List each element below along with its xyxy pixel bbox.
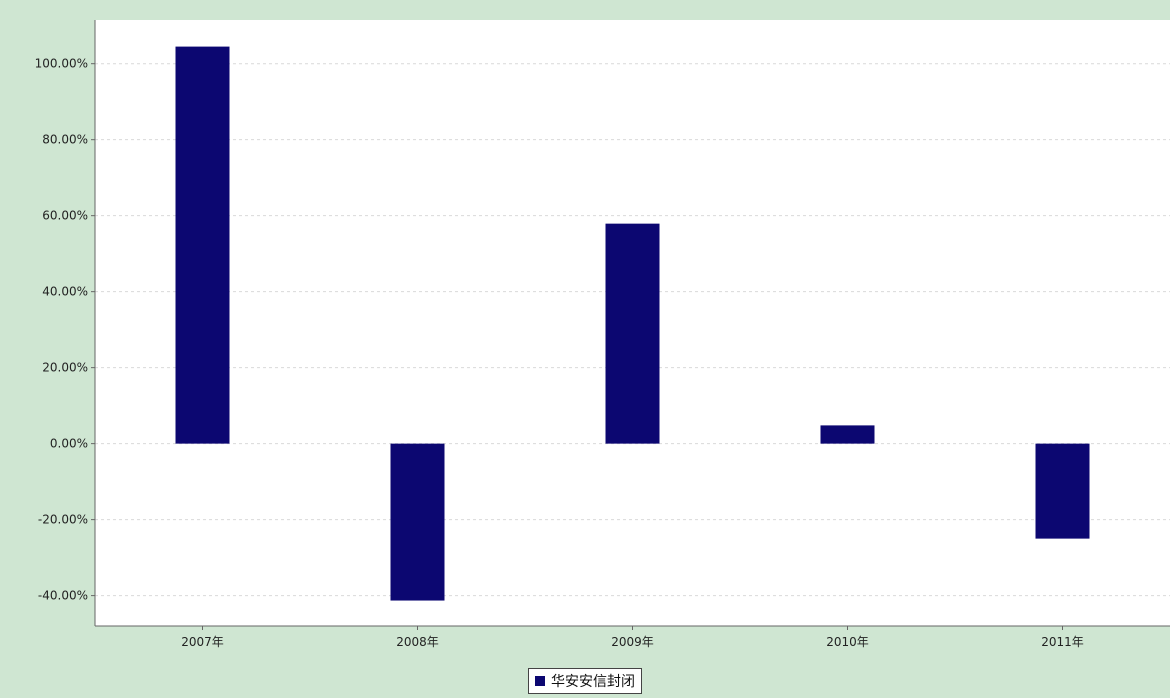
- y-tick-label: -40.00%: [38, 589, 88, 603]
- x-tick-label: 2010年: [826, 635, 869, 649]
- y-tick-label: 0.00%: [50, 437, 88, 451]
- x-tick-label: 2007年: [181, 635, 224, 649]
- y-tick-label: 100.00%: [35, 57, 88, 71]
- legend-swatch: [535, 676, 545, 686]
- x-tick-label: 2009年: [611, 635, 654, 649]
- y-tick-label: 80.00%: [42, 133, 88, 147]
- y-tick-label: 40.00%: [42, 285, 88, 299]
- legend: 华安安信封闭: [528, 668, 642, 694]
- y-tick-label: 20.00%: [42, 361, 88, 375]
- bar: [820, 425, 875, 444]
- x-tick-label: 2008年: [396, 635, 439, 649]
- bar: [1035, 443, 1090, 539]
- legend-label: 华安安信封闭: [551, 674, 635, 690]
- x-tick-label: 2011年: [1041, 635, 1084, 649]
- bar: [605, 223, 660, 444]
- y-tick-label: 60.00%: [42, 209, 88, 223]
- y-tick-label: -20.00%: [38, 513, 88, 527]
- bar: [175, 46, 230, 444]
- bar: [390, 443, 445, 601]
